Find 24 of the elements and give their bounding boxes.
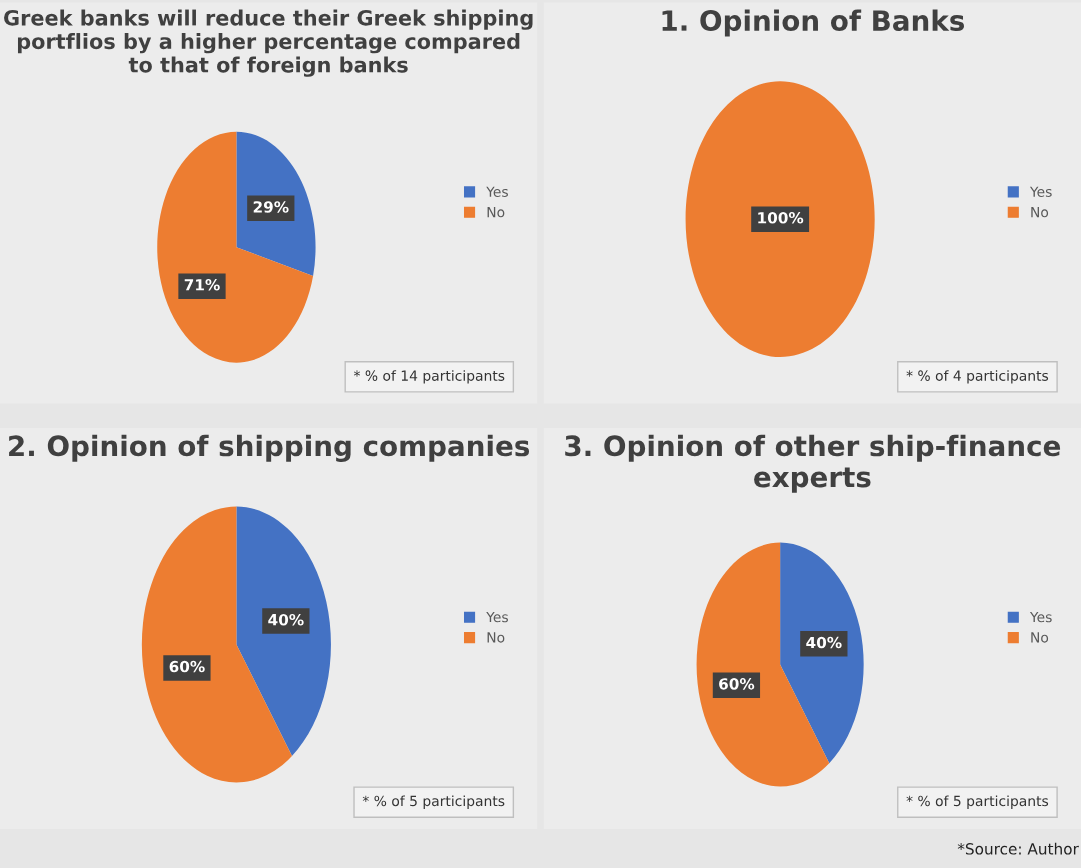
data-label: 40%: [268, 613, 304, 626]
text: * % of 14 participants: [353, 370, 505, 384]
text: * % of 4 participants: [906, 370, 1049, 384]
chart-title: 2. Opinion of shipping companies: [9, 434, 530, 462]
text: * % of 5 participants: [362, 795, 505, 809]
data-label: 40%: [806, 636, 842, 649]
legend-label: Yes: [486, 186, 508, 197]
chart-title: 1. Opinion of Banks: [662, 9, 965, 37]
legend-label: Yes: [486, 611, 508, 623]
legend-label: No: [487, 632, 505, 643]
data-label: 100%: [758, 212, 804, 224]
chart-title: 3. Opinion of other ship-finance experts: [565, 434, 1061, 493]
legend-label: No: [487, 207, 505, 218]
text: * % of 5 participants: [906, 795, 1049, 809]
data-label: 60%: [719, 678, 755, 690]
legend-label: No: [1031, 207, 1049, 218]
data-label: 71%: [184, 279, 220, 291]
chart-title: Greek banks will reduce their Greek shipping portflios by a higher percentage compared to that of foreign banks: [4, 9, 533, 77]
data-label: 60%: [169, 660, 205, 673]
data-label: 29%: [253, 201, 289, 213]
text: *Source: Author: [957, 842, 1079, 855]
legend-label: Yes: [1029, 611, 1052, 623]
legend-label: No: [1031, 632, 1049, 643]
legend-label: Yes: [1029, 186, 1052, 197]
